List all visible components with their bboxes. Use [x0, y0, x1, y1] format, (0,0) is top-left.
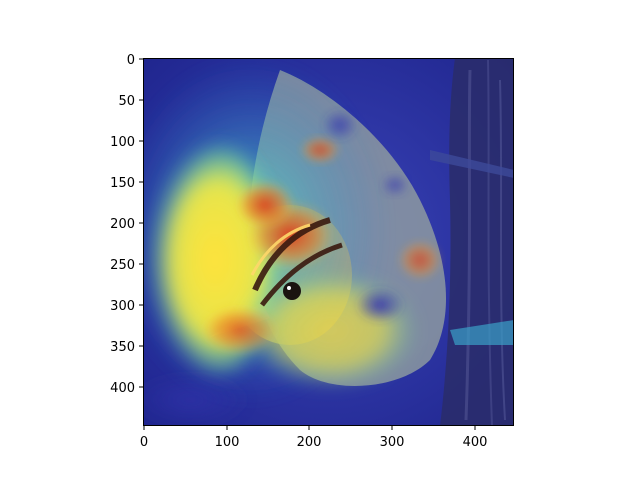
x-tick-label: 0 — [140, 435, 148, 450]
y-tick-label: 200 — [110, 217, 135, 232]
y-tick-label: 0 — [127, 53, 135, 68]
axes-frame — [143, 58, 514, 426]
x-tick-label: 300 — [380, 435, 405, 450]
y-tick-label: 400 — [110, 381, 135, 396]
bird-eye — [283, 282, 301, 300]
y-tick-label: 350 — [110, 340, 135, 355]
heatmap-image — [143, 58, 514, 426]
x-tick-label: 400 — [463, 435, 488, 450]
head-stripes — [250, 217, 343, 307]
y-tick-label: 50 — [118, 94, 135, 109]
x-tick-label: 200 — [297, 435, 322, 450]
x-axis: 0 100 200 300 400 — [140, 426, 488, 450]
y-tick-label: 150 — [110, 176, 135, 191]
x-tick-label: 100 — [215, 435, 240, 450]
tree-bark — [430, 58, 514, 426]
y-axis: 0 50 100 150 200 250 300 350 400 — [110, 53, 143, 396]
y-tick-label: 250 — [110, 258, 135, 273]
y-tick-label: 100 — [110, 135, 135, 150]
y-tick-label: 300 — [110, 299, 135, 314]
